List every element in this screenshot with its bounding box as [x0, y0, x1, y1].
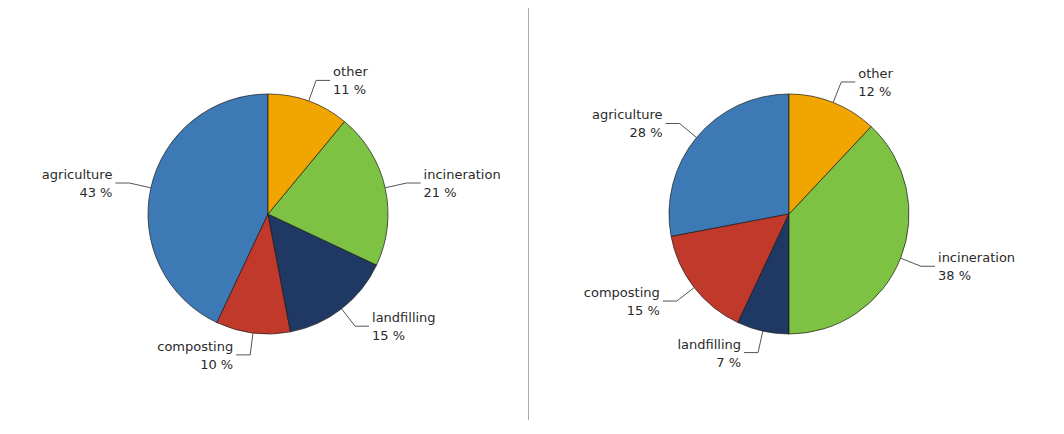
svg-text:43 %: 43 %: [79, 185, 112, 200]
svg-text:15 %: 15 %: [372, 328, 405, 343]
svg-text:38 %: 38 %: [938, 268, 971, 283]
svg-text:21 %: 21 %: [424, 185, 457, 200]
svg-text:other: other: [333, 64, 368, 79]
svg-text:landfilling: landfilling: [677, 337, 741, 352]
svg-text:landfilling: landfilling: [372, 310, 436, 325]
svg-text:agriculture: agriculture: [592, 107, 663, 122]
svg-text:10 %: 10 %: [200, 357, 233, 372]
svg-text:11 %: 11 %: [333, 82, 366, 97]
svg-text:composting: composting: [584, 285, 660, 300]
svg-text:agriculture: agriculture: [42, 167, 113, 182]
svg-text:incineration: incineration: [938, 250, 1015, 265]
svg-text:composting: composting: [157, 339, 233, 354]
svg-text:15 %: 15 %: [627, 303, 660, 318]
svg-text:7 %: 7 %: [716, 355, 741, 370]
svg-text:12 %: 12 %: [858, 84, 891, 99]
svg-text:other: other: [858, 66, 893, 81]
svg-text:incineration: incineration: [424, 167, 501, 182]
svg-text:28 %: 28 %: [630, 125, 663, 140]
